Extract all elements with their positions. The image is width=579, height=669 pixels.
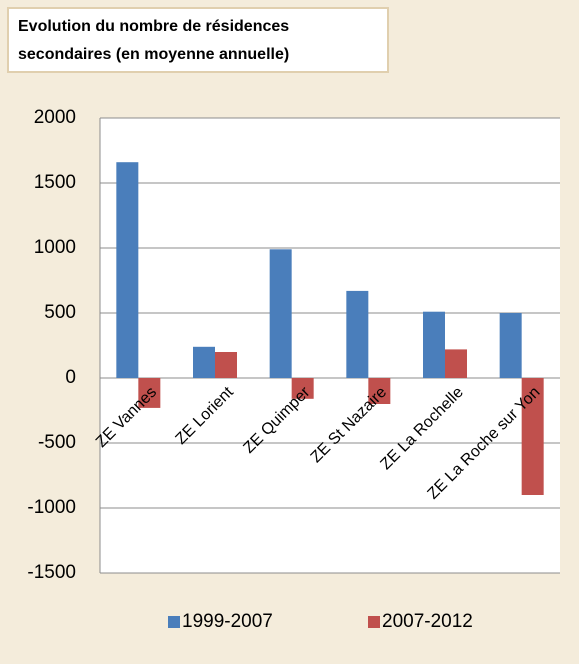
y-tick-label: 1500 [34, 172, 76, 193]
bar [368, 378, 391, 404]
y-tick-label: 2000 [34, 107, 76, 128]
bar [193, 346, 215, 378]
legend-label: 2007-2012 [382, 611, 473, 632]
y-tick-label: -1500 [27, 562, 76, 583]
bar [116, 162, 139, 378]
y-tick-label: 500 [44, 302, 76, 323]
legend-swatch [368, 616, 380, 628]
bar [499, 313, 522, 378]
legend-label: 1999-2007 [182, 611, 273, 632]
bar [215, 352, 237, 378]
bar [269, 249, 292, 378]
title-box [7, 7, 389, 73]
bar [521, 378, 544, 495]
bar [346, 290, 369, 378]
bar [445, 349, 467, 378]
bar [138, 378, 161, 408]
legend-swatch [168, 616, 180, 628]
chart-title: Evolution du nombre de résidences [18, 18, 289, 35]
y-tick-label: 0 [65, 367, 76, 388]
plot-area [100, 118, 560, 573]
bar [423, 311, 445, 378]
chart-title: secondaires (en moyenne annuelle) [18, 46, 289, 63]
bar [291, 378, 314, 399]
y-tick-label: -500 [38, 432, 76, 453]
y-tick-label: 1000 [34, 237, 76, 258]
y-tick-label: -1000 [27, 497, 76, 518]
